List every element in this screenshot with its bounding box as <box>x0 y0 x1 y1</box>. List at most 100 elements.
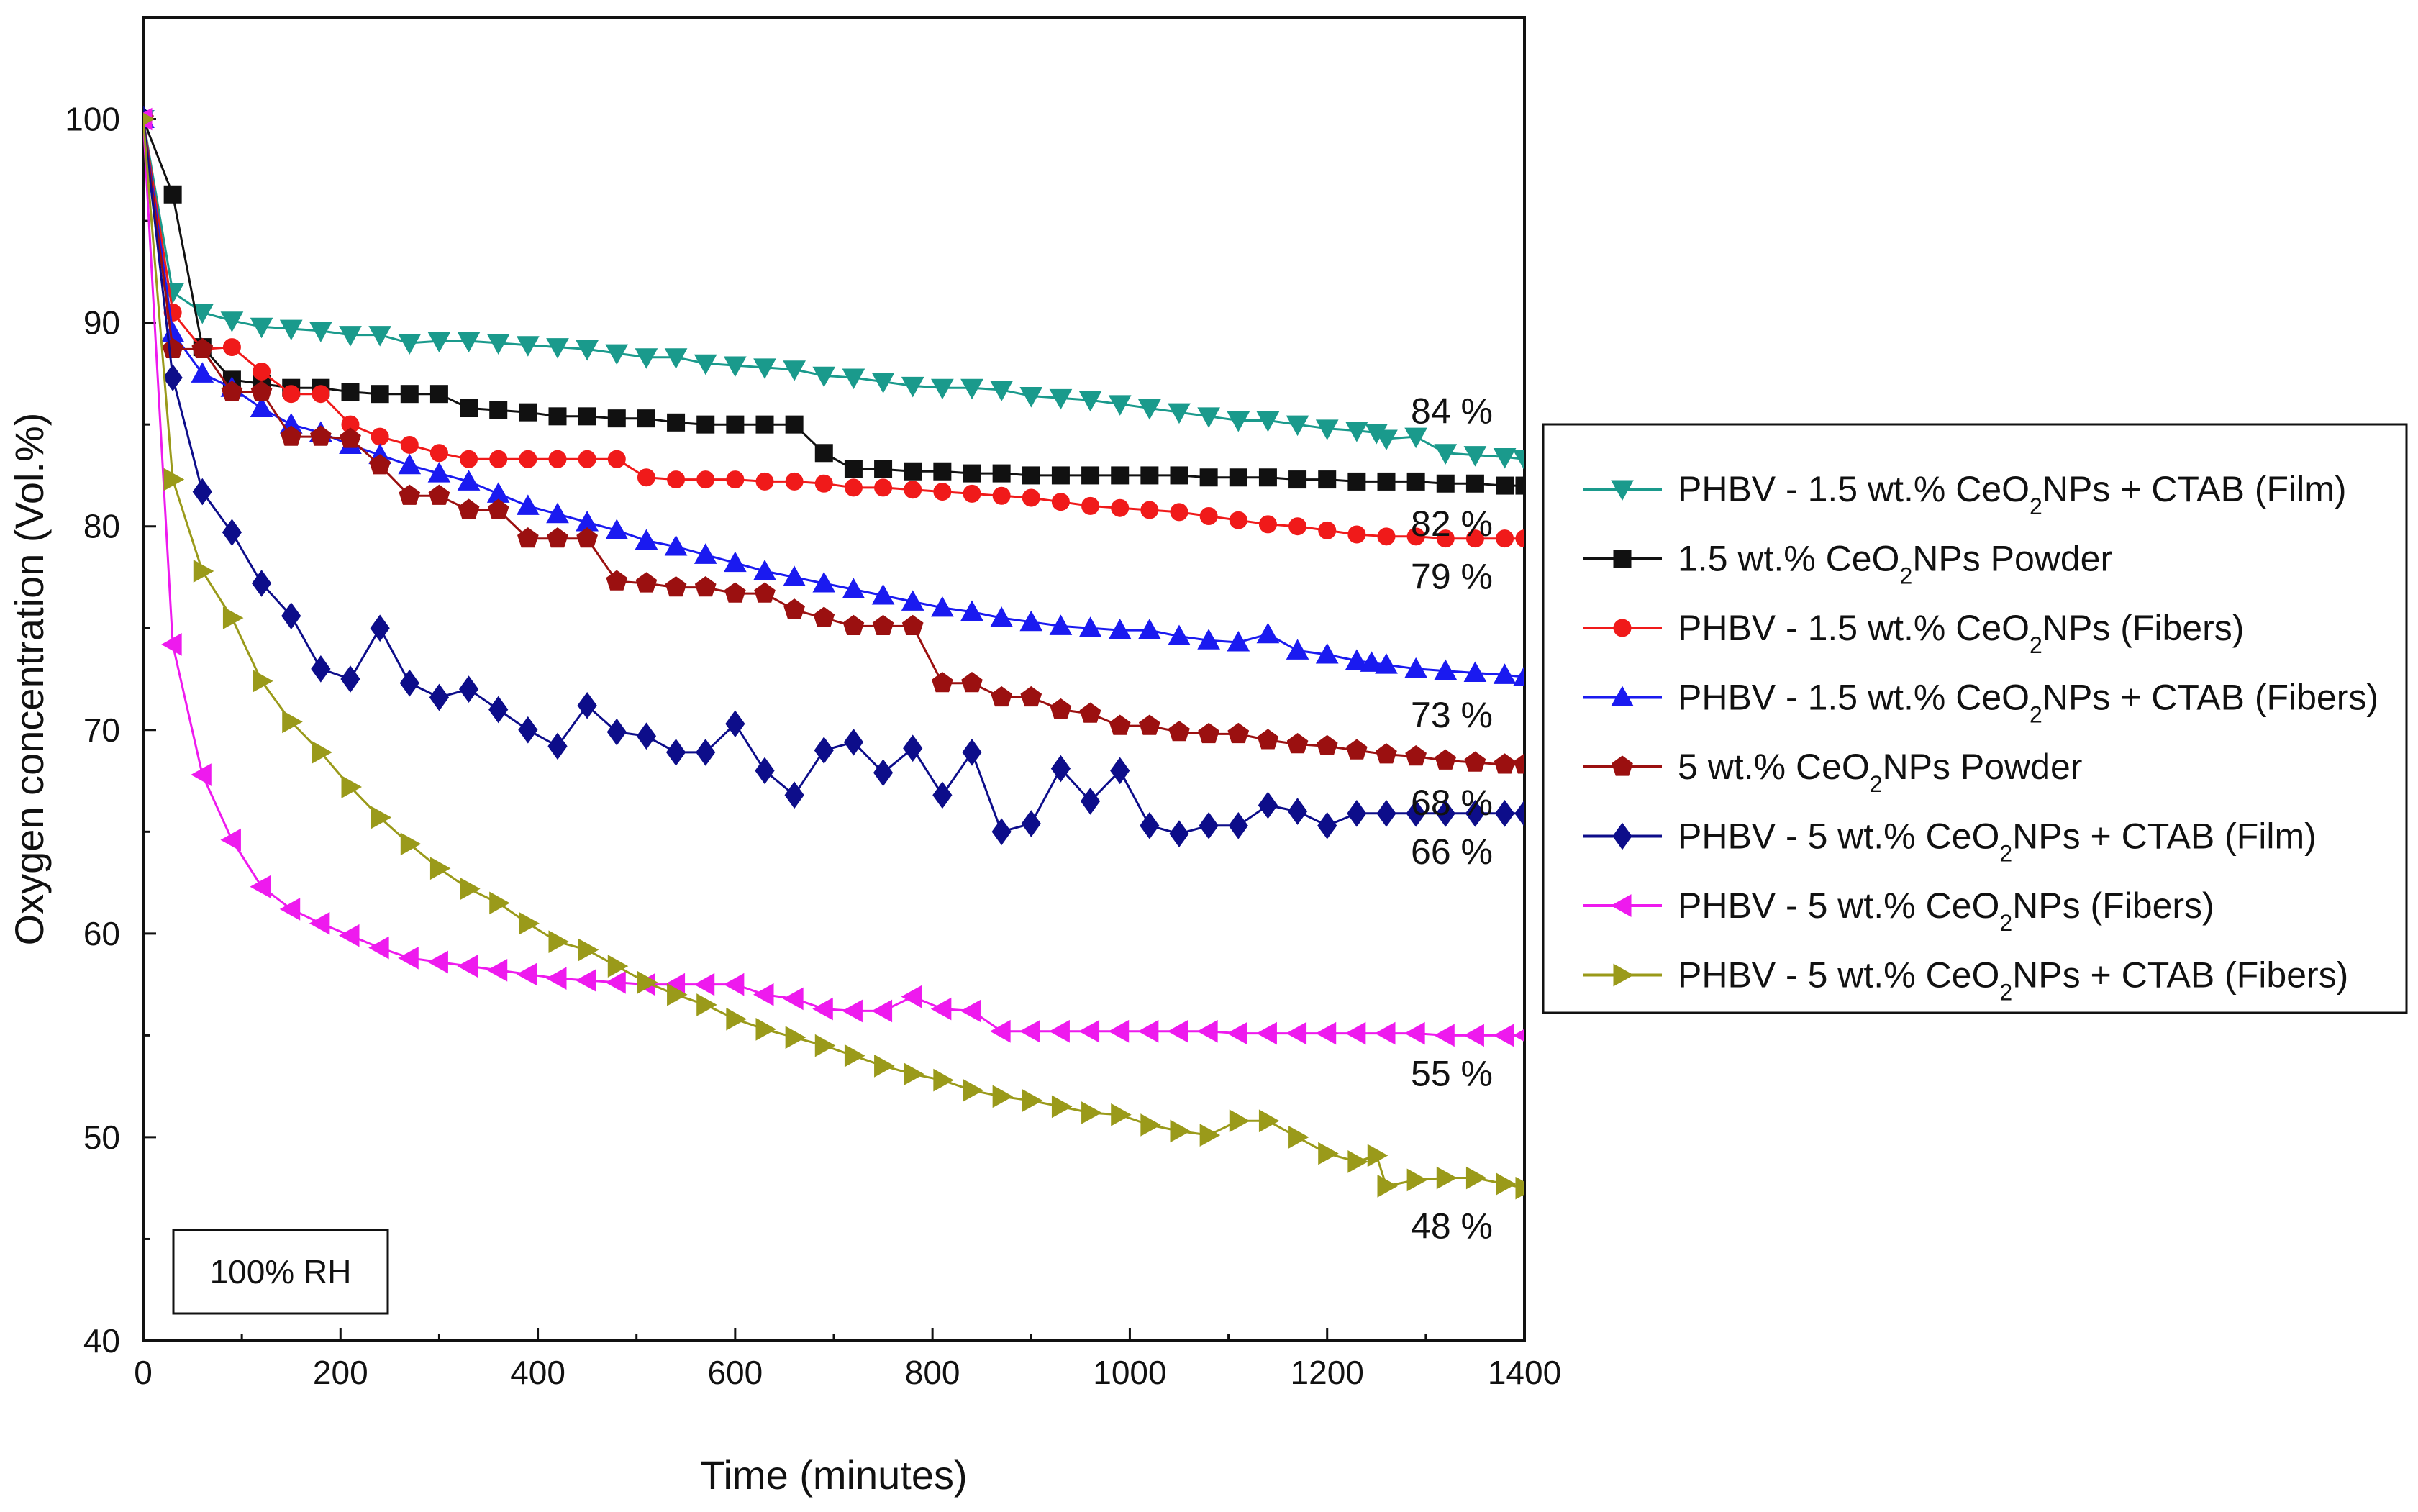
data-point <box>844 1044 865 1067</box>
data-point <box>605 344 629 365</box>
data-point <box>546 502 569 524</box>
data-point <box>339 326 362 347</box>
final-value-label: 84 % <box>1411 391 1493 431</box>
data-point <box>901 614 924 636</box>
data-point <box>486 958 508 982</box>
data-point <box>874 1054 895 1078</box>
data-point <box>1464 751 1486 772</box>
data-point <box>578 407 596 426</box>
data-point <box>1170 466 1188 485</box>
data-point <box>1197 629 1220 650</box>
data-point <box>844 478 863 497</box>
data-point <box>1406 527 1425 546</box>
data-point <box>460 877 481 901</box>
final-value-label: 79 % <box>1411 557 1493 597</box>
data-point <box>519 911 540 935</box>
condition-label: 100% RH <box>210 1253 352 1290</box>
x-axis-title: Time (minutes) <box>700 1452 967 1498</box>
data-point <box>428 484 450 505</box>
data-point <box>813 606 835 627</box>
data-point <box>1258 468 1277 487</box>
data-point <box>874 478 893 497</box>
data-point <box>487 498 509 519</box>
data-point <box>665 575 687 597</box>
axes: 0 200 400 600 800 1000 1200 1400 40 50 60 70 80 90 100 <box>65 101 1561 1391</box>
data-point <box>843 728 864 756</box>
data-point <box>1345 1021 1366 1045</box>
data-point <box>814 737 834 764</box>
data-point <box>1345 422 1368 442</box>
series-layer <box>143 105 1524 1200</box>
legend-marker <box>1612 822 1632 850</box>
data-point <box>279 898 301 921</box>
data-point <box>1316 734 1338 756</box>
data-point <box>222 606 244 629</box>
data-point <box>1229 468 1247 487</box>
data-point <box>221 381 243 401</box>
data-point <box>251 570 272 597</box>
legend-label: PHBV - 5 wt.% CeO2NPs (Fibers) <box>1678 885 2214 936</box>
data-point <box>1436 1166 1458 1190</box>
data-point <box>1227 631 1250 652</box>
data-point <box>162 337 183 359</box>
data-point <box>309 322 332 342</box>
data-point <box>963 484 981 503</box>
data-point <box>427 332 451 353</box>
data-point <box>1227 1021 1247 1045</box>
data-point <box>812 366 836 388</box>
data-point <box>489 891 510 915</box>
data-point <box>933 483 952 501</box>
data-point <box>1317 811 1337 839</box>
data-point <box>963 464 981 483</box>
data-point <box>1199 1124 1221 1147</box>
series-6 <box>143 105 1524 847</box>
data-point <box>960 600 983 621</box>
legend-label: PHBV - 5 wt.% CeO2NPs + CTAB (Fibers) <box>1678 955 2348 1006</box>
data-point <box>726 1007 747 1031</box>
data-point <box>842 614 865 636</box>
data-point <box>371 427 389 446</box>
data-point <box>1315 419 1339 440</box>
data-point <box>726 470 745 489</box>
data-point <box>932 781 953 809</box>
data-point <box>1108 619 1132 639</box>
data-point <box>340 427 361 448</box>
data-point <box>664 348 688 369</box>
data-point <box>694 973 715 996</box>
data-point <box>1377 1175 1399 1198</box>
data-point <box>753 358 776 379</box>
data-point <box>398 334 422 355</box>
legend-item: PHBV - 5 wt.% CeO2NPs (Fibers) <box>1583 885 2214 936</box>
data-point <box>1406 1168 1428 1192</box>
data-point <box>457 332 481 353</box>
data-point <box>489 401 508 419</box>
series-line <box>143 119 1524 835</box>
data-point <box>163 364 183 391</box>
data-point <box>753 559 776 580</box>
data-point <box>785 472 804 491</box>
data-point <box>1496 1172 1517 1196</box>
data-point <box>1169 820 1189 847</box>
data-point <box>1436 474 1455 493</box>
data-point <box>1051 1095 1073 1119</box>
legend-label: 5 wt.% CeO2NPs Powder <box>1678 747 2082 797</box>
data-point <box>398 946 419 970</box>
data-point <box>429 683 450 711</box>
data-point <box>931 596 954 617</box>
data-point <box>281 602 301 630</box>
data-point <box>724 356 747 378</box>
data-point <box>783 565 806 586</box>
data-point <box>635 529 658 550</box>
data-point <box>1051 466 1070 485</box>
data-point <box>726 415 745 434</box>
data-point <box>1514 753 1524 774</box>
data-point <box>163 468 185 491</box>
legend-label: PHBV - 1.5 wt.% CeO2NPs (Fibers) <box>1678 608 2244 658</box>
data-point <box>1515 476 1524 495</box>
legend-marker <box>1611 480 1634 501</box>
data-point <box>814 474 833 493</box>
data-point <box>696 993 717 1016</box>
data-point <box>250 875 271 898</box>
data-point <box>961 672 983 693</box>
data-point <box>991 686 1012 707</box>
